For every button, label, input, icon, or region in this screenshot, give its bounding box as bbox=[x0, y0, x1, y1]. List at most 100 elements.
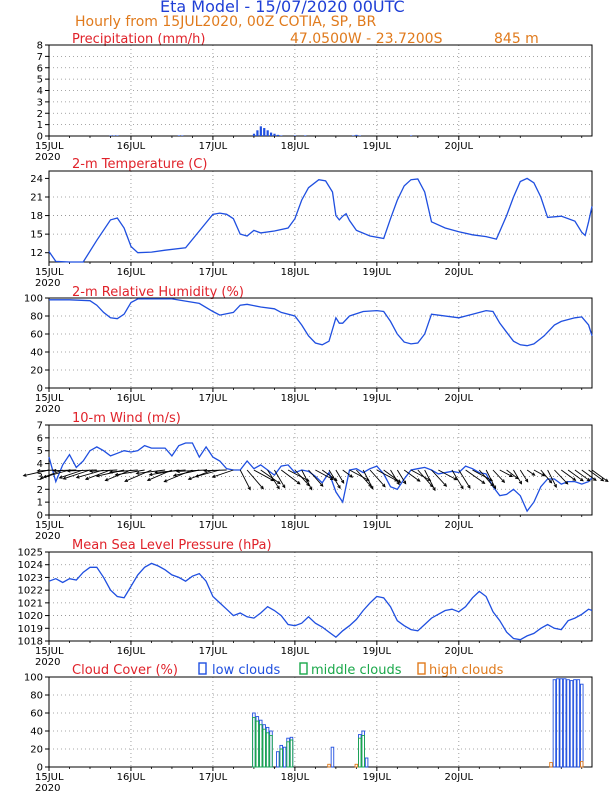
wind-arrow-head bbox=[592, 477, 597, 481]
wind-arrow bbox=[136, 469, 166, 474]
wind-arrow-head bbox=[247, 486, 251, 491]
middle-clouds-bar bbox=[358, 737, 362, 768]
x-tick-label: 20JUL bbox=[445, 393, 474, 404]
y-tick-label: 2 bbox=[37, 485, 43, 496]
wind-arrow-head bbox=[211, 474, 216, 478]
wind-arrow-head bbox=[84, 476, 89, 481]
y-tick-label: 4 bbox=[37, 86, 43, 97]
wind-arrow-head bbox=[524, 478, 529, 483]
wind-arrow-head bbox=[531, 472, 536, 476]
y-tick-label: 1021 bbox=[18, 598, 43, 609]
wind-arrow-head bbox=[62, 476, 67, 480]
wind-arrow-head bbox=[277, 480, 281, 485]
wind-arrow bbox=[492, 469, 505, 483]
high-clouds-legend-label: high clouds bbox=[429, 663, 504, 678]
wind-arrow bbox=[362, 469, 374, 490]
wind-arrow-head bbox=[572, 477, 577, 481]
y-tick-label: 7 bbox=[37, 421, 43, 432]
precipitation-title: Precipitation (mm/h) bbox=[72, 32, 205, 47]
precipitation-bar bbox=[410, 135, 413, 136]
wind-arrow-head bbox=[270, 477, 275, 482]
y-tick-label: 60 bbox=[30, 709, 43, 720]
wind-arrow bbox=[499, 469, 513, 477]
wind-arrow-head bbox=[309, 486, 313, 491]
wind-arrow-head bbox=[187, 476, 192, 481]
wind-arrow bbox=[390, 469, 400, 485]
x-tick-label: 20JUL bbox=[445, 267, 474, 278]
x-tick-label: 18JUL bbox=[281, 520, 310, 531]
wind-arrow bbox=[396, 469, 407, 484]
wind-arrow-head bbox=[460, 485, 464, 490]
wind-arrow-head bbox=[432, 487, 436, 492]
y-tick-label: 40 bbox=[30, 727, 43, 738]
wind-arrow bbox=[239, 469, 251, 490]
wind-arrow bbox=[424, 469, 436, 491]
wind-arrow bbox=[342, 469, 353, 478]
wind-arrow-head bbox=[58, 475, 63, 479]
low-clouds-bar bbox=[559, 678, 564, 768]
x-tick-label: 16JUL bbox=[117, 267, 146, 278]
middle-clouds-bar bbox=[286, 741, 290, 768]
wind-arrow bbox=[59, 469, 84, 479]
x-tick-label: 18JUL bbox=[281, 393, 310, 404]
y-tick-label: 1022 bbox=[18, 586, 43, 597]
precipitation-bar bbox=[181, 135, 184, 136]
y-tick-label: 0 bbox=[37, 511, 43, 522]
wind-arrow-head bbox=[548, 479, 553, 484]
y-tick-label: 5 bbox=[37, 446, 43, 457]
wind-arrow bbox=[176, 469, 207, 472]
wind-arrow-head bbox=[276, 485, 280, 490]
precipitation-bar bbox=[358, 135, 361, 136]
pressure-line bbox=[48, 562, 593, 641]
wind-arrow-head bbox=[282, 484, 286, 489]
wind-arrow-head bbox=[124, 478, 129, 483]
x-tick-label: 15JUL bbox=[35, 141, 64, 152]
temperature-line bbox=[48, 177, 593, 263]
precipitation-bar bbox=[256, 130, 259, 136]
wind-arrow-head bbox=[194, 474, 199, 478]
wind-arrow-head bbox=[490, 482, 494, 487]
y-tick-label: 2 bbox=[37, 109, 43, 120]
x-tick-label: 16JUL bbox=[117, 772, 146, 783]
x-year-label: 2020 bbox=[35, 404, 60, 415]
high-clouds-legend-swatch bbox=[417, 662, 426, 675]
wind-arrow bbox=[417, 469, 433, 488]
x-tick-label: 15JUL bbox=[35, 393, 64, 404]
wind-arrow-head bbox=[39, 475, 44, 480]
wind-arrow-head bbox=[163, 479, 168, 483]
y-tick-label: 3 bbox=[37, 472, 43, 483]
low-clouds-bar bbox=[276, 751, 280, 768]
wind-arrow bbox=[349, 469, 370, 481]
low-clouds-legend-label: low clouds bbox=[212, 663, 281, 678]
wind-arrow bbox=[403, 469, 421, 482]
middle-clouds-bar bbox=[361, 735, 365, 768]
y-tick-label: 6 bbox=[37, 63, 43, 74]
plot-frame bbox=[48, 44, 593, 137]
wind-arrow bbox=[458, 469, 471, 489]
wind-arrow-head bbox=[36, 469, 41, 473]
x-tick-label: 17JUL bbox=[199, 520, 228, 531]
wind-arrow bbox=[53, 469, 77, 472]
high-clouds-bar bbox=[327, 763, 331, 768]
low-clouds-bar bbox=[573, 679, 577, 768]
wind-arrow bbox=[37, 469, 56, 472]
wind-arrow-head bbox=[481, 480, 486, 484]
x-tick-label: 16JUL bbox=[117, 393, 146, 404]
y-tick-label: 80 bbox=[30, 312, 43, 323]
y-tick-label: 0 bbox=[37, 763, 43, 774]
wind-arrow-head bbox=[600, 477, 605, 482]
wind-arrow bbox=[188, 469, 214, 480]
middle-clouds-bar bbox=[262, 728, 266, 768]
x-tick-label: 20JUL bbox=[445, 772, 474, 783]
wind-arrow bbox=[246, 469, 264, 490]
y-tick-label: 1024 bbox=[18, 560, 43, 571]
x-tick-label: 17JUL bbox=[199, 772, 228, 783]
y-tick-label: 12 bbox=[30, 248, 43, 259]
wind-arrow-head bbox=[492, 485, 497, 490]
humidity-panel: 2-m Relative Humidity (%) 0 20 40 60 80 100 15… bbox=[24, 285, 593, 415]
precipitation-bar bbox=[252, 133, 256, 136]
y-tick-label: 1018 bbox=[18, 637, 43, 648]
precipitation-bar bbox=[293, 135, 297, 136]
x-tick-label: 18JUL bbox=[281, 646, 310, 657]
